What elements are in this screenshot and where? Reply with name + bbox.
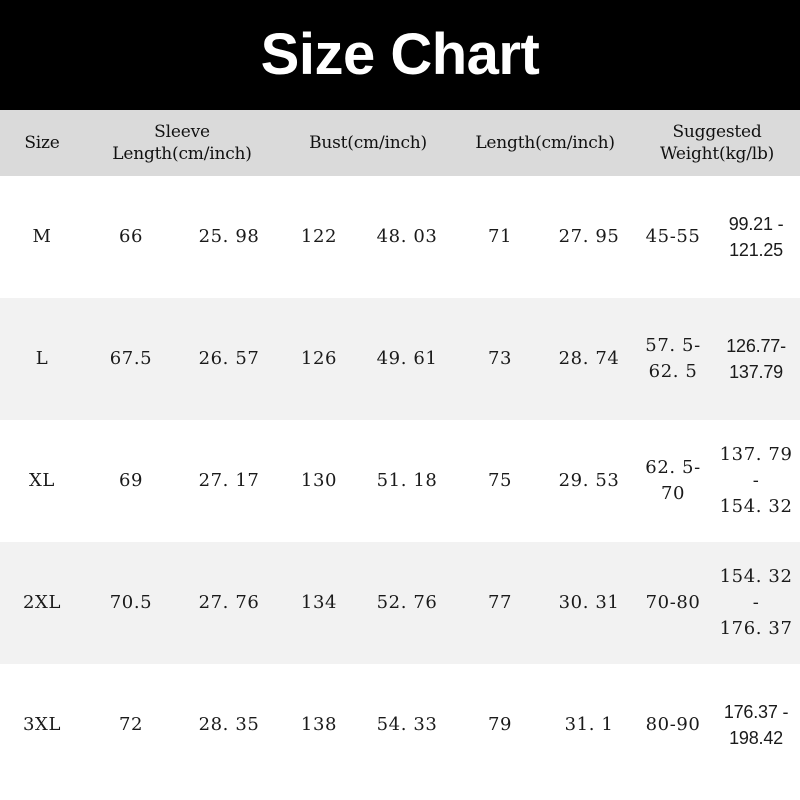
header-suggested-weight: Suggested Weight(kg/lb) [634, 110, 800, 176]
header-length: Length(cm/inch) [456, 110, 635, 176]
cell-sleeve-inch: 26. 57 [178, 298, 281, 420]
cell-bust-cm: 134 [280, 542, 359, 664]
table-row: L 67.5 26. 57 126 49. 61 73 28. 74 57. 5… [0, 298, 800, 420]
table-header: Size Sleeve Length(cm/inch) Bust(cm/inch… [0, 110, 800, 176]
cell-weight-lb: 176.37 - 198.42 [712, 664, 800, 786]
cell-size: L [0, 298, 84, 420]
cell-length-inch: 29. 53 [544, 420, 635, 542]
cell-length-cm: 73 [456, 298, 545, 420]
cell-bust-cm: 130 [280, 420, 359, 542]
cell-weight-kg: 80-90 [634, 664, 713, 786]
cell-weight-kg: 62. 5-70 [634, 420, 713, 542]
cell-weight-kg: 57. 5- 62. 5 [634, 298, 713, 420]
cell-sleeve-cm: 67.5 [84, 298, 178, 420]
cell-sleeve-inch: 28. 35 [178, 664, 281, 786]
cell-sleeve-cm: 72 [84, 664, 178, 786]
cell-sleeve-cm: 69 [84, 420, 178, 542]
cell-weight-kg: 45-55 [634, 176, 713, 298]
header-bust: Bust(cm/inch) [280, 110, 457, 176]
cell-length-inch: 28. 74 [544, 298, 635, 420]
cell-sleeve-inch: 27. 17 [178, 420, 281, 542]
cell-sleeve-inch: 25. 98 [178, 176, 281, 298]
cell-bust-inch: 48. 03 [358, 176, 457, 298]
size-chart-table: Size Sleeve Length(cm/inch) Bust(cm/inch… [0, 110, 800, 786]
cell-weight-lb: 154. 32 - 176. 37 [712, 542, 800, 664]
cell-weight-kg: 70-80 [634, 542, 713, 664]
cell-sleeve-inch: 27. 76 [178, 542, 281, 664]
header-size: Size [0, 110, 84, 176]
cell-bust-inch: 54. 33 [358, 664, 457, 786]
header-row: Size Sleeve Length(cm/inch) Bust(cm/inch… [0, 110, 800, 176]
cell-length-cm: 71 [456, 176, 545, 298]
cell-bust-cm: 122 [280, 176, 359, 298]
page-title: Size Chart [260, 22, 540, 87]
cell-bust-inch: 49. 61 [358, 298, 457, 420]
cell-sleeve-cm: 66 [84, 176, 178, 298]
cell-weight-lb: 99.21 - 121.25 [712, 176, 800, 298]
cell-weight-lb: 137. 79 - 154. 32 [712, 420, 800, 542]
cell-length-cm: 77 [456, 542, 545, 664]
cell-length-inch: 30. 31 [544, 542, 635, 664]
cell-bust-inch: 51. 18 [358, 420, 457, 542]
cell-length-inch: 31. 1 [544, 664, 635, 786]
table-row: XL 69 27. 17 130 51. 18 75 29. 53 62. 5-… [0, 420, 800, 542]
cell-length-cm: 79 [456, 664, 545, 786]
cell-length-inch: 27. 95 [544, 176, 635, 298]
table-body: M 66 25. 98 122 48. 03 71 27. 95 45-55 9… [0, 176, 800, 786]
cell-length-cm: 75 [456, 420, 545, 542]
title-banner: Size Chart [0, 0, 800, 110]
cell-size: 3XL [0, 664, 84, 786]
cell-bust-inch: 52. 76 [358, 542, 457, 664]
table-row: 3XL 72 28. 35 138 54. 33 79 31. 1 80-90 … [0, 664, 800, 786]
cell-size: 2XL [0, 542, 84, 664]
table-row: M 66 25. 98 122 48. 03 71 27. 95 45-55 9… [0, 176, 800, 298]
cell-size: M [0, 176, 84, 298]
cell-bust-cm: 138 [280, 664, 359, 786]
cell-bust-cm: 126 [280, 298, 359, 420]
cell-sleeve-cm: 70.5 [84, 542, 178, 664]
cell-size: XL [0, 420, 84, 542]
table-row: 2XL 70.5 27. 76 134 52. 76 77 30. 31 70-… [0, 542, 800, 664]
cell-weight-lb: 126.77- 137.79 [712, 298, 800, 420]
header-sleeve-length: Sleeve Length(cm/inch) [84, 110, 281, 176]
